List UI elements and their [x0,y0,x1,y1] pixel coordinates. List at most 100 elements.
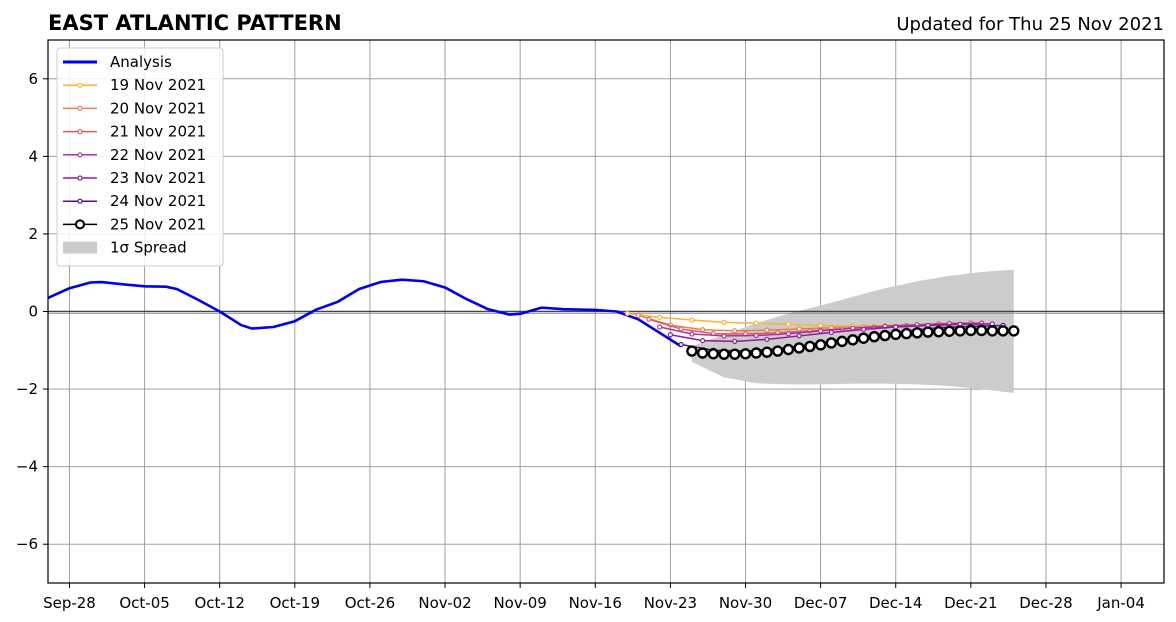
series-analysis-line [47,278,682,348]
series-25-nov-2021-point [943,325,956,337]
chart-title: EAST ATLANTIC PATTERN [48,11,342,35]
series-25-nov-2021-point [739,348,752,360]
series-25-nov-2021-point [1008,325,1020,337]
series-25-nov-2021-point [857,332,870,344]
legend-item-20-nov-2021-label: 20 Nov 2021 [110,99,206,117]
x-tick-label: Dec-14 [869,594,923,612]
series-22-nov-2021-point [785,331,792,337]
series-25-nov-2021-point [847,334,859,346]
x-tick-label: Jan-04 [1096,594,1145,612]
series-25-nov-2021-point [825,337,838,349]
series-21-nov-2021-point [646,316,652,322]
series-25-nov-2021-point [911,327,923,339]
series-20-nov-2021-point [635,312,641,318]
legend-item-1-spread-label: 1σ Spread [110,239,187,257]
series-25-nov-2021-point [922,326,934,338]
series-22-nov-2021-point [818,328,824,334]
series-25-nov-2021-point [975,324,988,337]
series-25-nov-2021-point [696,347,709,359]
x-tick-label: Oct-05 [119,594,169,612]
y-tick-label: −6 [16,535,38,553]
x-tick-label: Nov-30 [719,594,772,612]
series-19-nov-2021-point [753,320,759,326]
legend-item-22-nov-2021-label: 22 Nov 2021 [110,146,206,164]
legend-box [56,47,224,267]
series-25-nov-2021-point [836,335,848,348]
x-tick-label: Dec-28 [1019,594,1073,612]
legend-item-24-nov-2021-marker [77,198,83,204]
series-22-nov-2021-point [657,324,663,330]
series-22-nov-2021-point [753,332,759,339]
legend-item-19-nov-2021-marker [77,82,83,88]
series-25-nov-2021-point [804,340,816,353]
legend-item-19-nov-2021-label: 19 Nov 2021 [110,76,206,94]
series-22-nov-2021-point [689,331,695,337]
legend-item-25-nov-2021-label: 25 Nov 2021 [110,215,206,233]
series-25-nov-2021-point [997,325,1009,337]
x-tick-label: Dec-21 [944,594,998,612]
x-tick-label: Oct-19 [270,594,320,612]
y-tick-label: 6 [28,70,38,88]
series-25-nov-2021-point [986,325,999,337]
legend-item-22-nov-2021-marker [77,152,83,158]
legend-item-23-nov-2021-label: 23 Nov 2021 [110,169,206,187]
series-25-nov-2021-point [879,329,891,342]
series-23-nov-2021-point [699,337,706,344]
series-25-nov-2021-point [686,345,698,357]
series-23-nov-2021-point [667,332,673,338]
y-tick-label: 2 [28,225,38,243]
x-tick-label: Nov-23 [644,594,697,612]
series-23-nov-2021-point [764,336,770,343]
series-25-nov-2021-point [954,325,966,337]
y-tick-label: −4 [16,458,38,476]
legend-item-analysis-label: Analysis [110,53,172,71]
legend-item-1-spread-swatch [63,241,97,254]
series-25-nov-2021-point [718,348,730,360]
series-25-nov-2021-point [793,342,805,354]
series-25-nov-2021-point [707,348,720,360]
series-25-nov-2021-point [890,328,902,341]
x-tick-label: Nov-02 [418,594,471,612]
series-25-nov-2021-point [932,325,945,338]
series-25-nov-2021-point [761,346,773,358]
series-20-nov-2021-point [764,327,770,333]
series-21-nov-2021-point [678,326,684,332]
series-19-nov-2021-point [785,321,792,327]
series-20-nov-2021-point [732,328,738,334]
series-20-nov-2021-point [796,326,802,332]
x-tick-label: Nov-09 [493,594,546,612]
series-23-nov-2021-point [893,324,899,330]
spread-band [691,269,1014,393]
series-23-nov-2021-point [732,338,738,344]
y-tick-label: −2 [16,380,38,398]
x-tick-label: Oct-26 [345,594,395,612]
series-24-nov-2021-point [678,341,684,348]
plot-area: Sep-28 Oct-05 Oct-12 Oct-19 Oct-26 Nov-02 Nov-… [16,39,1165,612]
legend-item-21-nov-2021-label: 21 Nov 2021 [110,123,206,141]
x-tick-label: Sep-28 [43,594,96,612]
x-tick-label: Oct-12 [194,594,244,612]
legend: Analysis 19 Nov 2021 20 Nov 2021 21 Nov 202… [56,47,224,267]
x-tick-label: Dec-07 [794,594,848,612]
legend-item-23-nov-2021-marker [77,175,83,181]
legend-item-21-nov-2021-marker [77,129,83,135]
chart-subtitle: Updated for Thu 25 Nov 2021 [896,14,1164,35]
series-25-nov-2021-point [782,343,795,356]
series-23-nov-2021-point [860,326,867,332]
series-19-nov-2021-point [721,319,727,325]
series-23-nov-2021-point [828,329,834,336]
y-tick-label: 0 [28,303,38,321]
series-25-nov-2021-point [771,345,784,357]
series-25-nov-2021-point [729,348,741,360]
x-tick-label: Nov-16 [569,594,622,612]
series-22-nov-2021-point [721,333,727,339]
series-19-nov-2021-point [657,314,663,320]
series-19-nov-2021-point [689,317,695,323]
series-19-nov-2021-point [818,322,824,329]
series-25-nov-2021-point [750,347,762,359]
series-25-nov-2021-point [868,331,880,343]
legend-item-24-nov-2021-label: 24 Nov 2021 [110,192,206,210]
series-25-nov-2021-point [814,339,827,351]
series-25-nov-2021-point [965,324,977,337]
